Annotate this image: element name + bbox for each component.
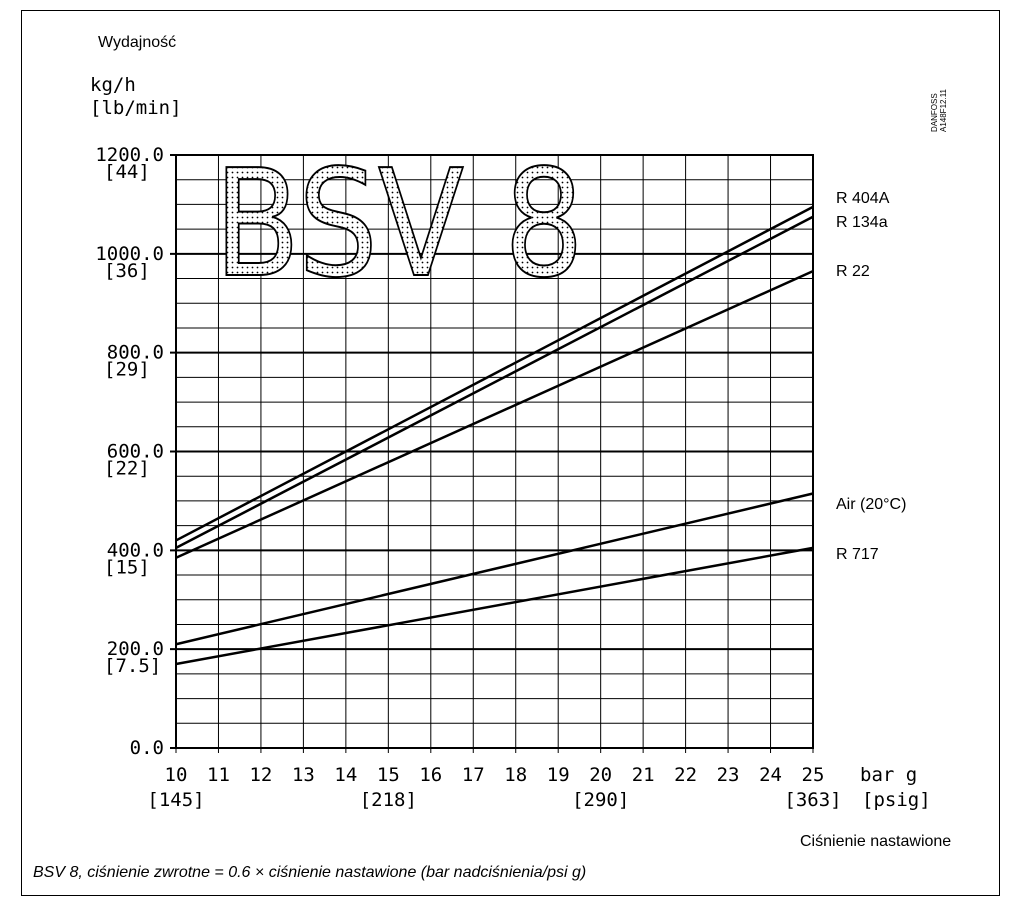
y-tick-label: 1200.0 (95, 144, 164, 166)
figure-frame (21, 10, 1000, 896)
y-tick-label: 1000.0 (95, 243, 164, 265)
x-secondary-tick-label: [145] (147, 789, 204, 811)
y-tick-sublabel: [36] (104, 260, 150, 282)
series-group: R 404A R 134a R 22 Air (20°C) R 717 (175, 190, 906, 666)
y-tick-sublabel: [29] (104, 359, 150, 381)
series-line (175, 546, 814, 666)
x-secondary-tick-label: [363] (784, 789, 841, 811)
x-axis-title: Ciśnienie nastawione (800, 833, 952, 850)
x-tick-label: 25 (802, 764, 825, 786)
x-tick-label: 12 (249, 764, 272, 786)
y-tick-label: 600.0 (107, 441, 164, 463)
x-tick-label: 21 (632, 764, 655, 786)
series-line (175, 215, 814, 549)
watermark-text: BSV 8 (214, 138, 584, 310)
y-tick-label: 800.0 (107, 342, 164, 364)
series-label: R 134a (836, 214, 888, 231)
x-tick-label: 17 (462, 764, 485, 786)
y-unit-secondary: [lb/min] (90, 97, 182, 119)
x-tick-label: 15 (377, 764, 400, 786)
series-label: Air (20°C) (836, 496, 906, 513)
x-tick-label: 13 (292, 764, 315, 786)
y-tick-sublabel: [7.5] (104, 655, 161, 677)
y-tick-sublabel: [44] (104, 161, 150, 183)
x-tick-label: 23 (717, 764, 740, 786)
x-tick-label: 16 (419, 764, 442, 786)
axes: 0.0 200.0[7.5] 400.0[15] 600.0[22] 800.0[29]… (95, 144, 930, 811)
chart-title: Wydajność (98, 34, 177, 51)
x-secondary-unit-label: [psig] (862, 789, 931, 811)
series-label: R 404A (836, 190, 890, 207)
figure-caption: BSV 8, ciśnienie zwrotne = 0.6 × ciśnien… (33, 864, 587, 881)
y-tick-sublabel: [15] (104, 556, 150, 578)
x-tick-label: 20 (589, 764, 612, 786)
x-tick-label: 22 (674, 764, 697, 786)
x-tick-label: 18 (504, 764, 527, 786)
x-secondary-tick-label: [290] (572, 789, 629, 811)
series-line (175, 269, 814, 559)
watermark: BSV 8 (213, 137, 585, 311)
x-tick-label: 10 (165, 764, 188, 786)
y-tick-label: 200.0 (107, 638, 164, 660)
x-secondary-tick-label: [218] (360, 789, 417, 811)
series-label: R 22 (836, 263, 870, 280)
y-unit-primary: kg/h (90, 74, 136, 96)
x-tick-label: 19 (547, 764, 570, 786)
x-tick-label: 24 (759, 764, 782, 786)
x-tick-label: 11 (207, 764, 230, 786)
y-tick-sublabel: [22] (104, 458, 150, 480)
series-label: R 717 (836, 546, 879, 563)
series-line (175, 205, 814, 542)
y-tick-label: 0.0 (130, 737, 164, 759)
x-tick-label: 14 (334, 764, 357, 786)
x-unit-label: bar g (860, 764, 917, 786)
series-line (175, 492, 814, 646)
y-tick-label: 400.0 (107, 539, 164, 561)
plot-frame (175, 154, 814, 749)
